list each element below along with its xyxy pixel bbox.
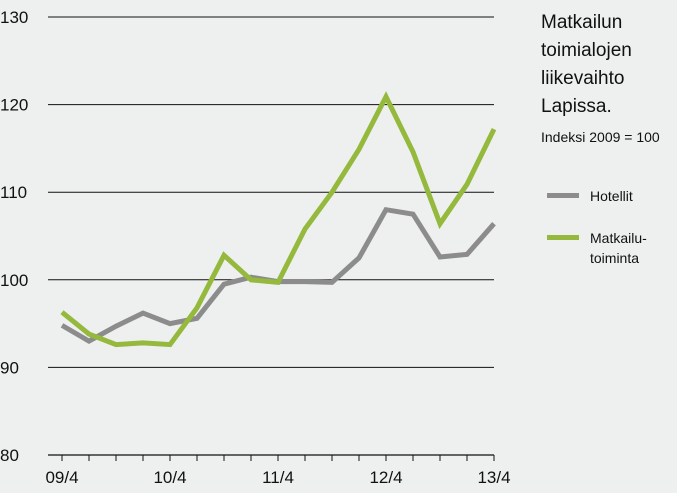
legend-swatch-matkailutoiminta	[547, 235, 579, 240]
x-tick-label-09-4: 09/4	[45, 468, 78, 487]
y-tick-label-100: 100	[0, 271, 28, 290]
title-line-3: liikevaihto	[541, 68, 624, 89]
legend-label-hotellit: Hotellit	[590, 188, 633, 204]
y-axis-ticks: 80 90 100 110 120 130	[0, 8, 28, 465]
y-tick-label-130: 130	[0, 8, 28, 27]
series-line-matkailutoiminta	[60, 91, 497, 348]
legend-label-matkailutoiminta-line-2: toiminta	[590, 250, 639, 266]
title-line-1: Matkailun	[541, 12, 622, 33]
x-axis: 09/4 10/4 11/4 12/4 13/4	[45, 454, 511, 487]
x-tick-label-11-4: 11/4	[262, 468, 294, 487]
chart-title: Matkailun toimialojen liikevaihto Lapiss…	[541, 12, 660, 145]
y-tick-label-120: 120	[0, 96, 28, 115]
legend: Hotellit Matkailu- toiminta	[547, 188, 647, 266]
legend-label-matkailutoiminta-line-1: Matkailu-	[590, 230, 647, 246]
chart-subtitle: Indeksi 2009 = 100	[541, 129, 660, 145]
x-tick-label-10-4: 10/4	[153, 468, 186, 487]
title-line-4: Lapissa.	[541, 96, 612, 117]
legend-swatch-hotellit	[547, 193, 579, 198]
gridlines	[48, 16, 494, 368]
x-tick-label-12-4: 12/4	[369, 468, 402, 487]
y-tick-label-110: 110	[0, 183, 27, 202]
x-tick-label-13-4: 13/4	[477, 468, 510, 487]
y-tick-label-80: 80	[0, 446, 19, 465]
series-line-hotellit	[60, 206, 496, 344]
series-lines	[60, 91, 497, 348]
y-tick-label-90: 90	[0, 358, 19, 377]
title-line-2: toimialojen	[541, 40, 632, 61]
